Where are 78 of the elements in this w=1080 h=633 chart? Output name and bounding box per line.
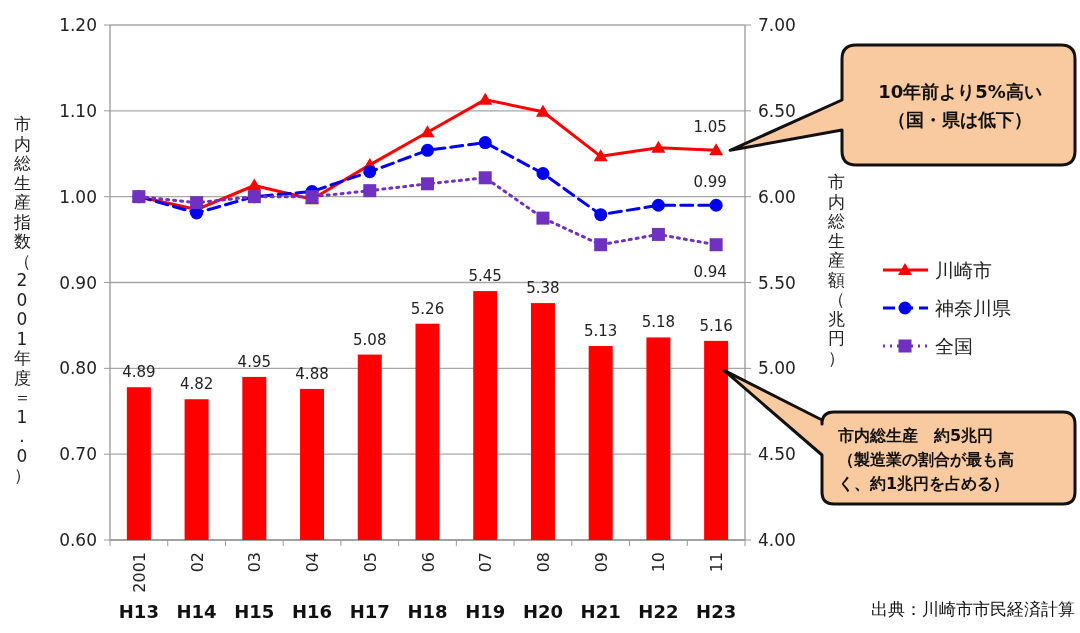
point (709, 238, 723, 252)
data-label: 1.05 (693, 118, 727, 137)
text: H15 (234, 601, 275, 622)
x-tick-label: 02 (187, 552, 207, 573)
y-tick-label: 1.00 (59, 186, 97, 207)
x-tick-label: 11 (707, 552, 727, 573)
x-tick-label: 09 (591, 552, 611, 573)
point (190, 196, 204, 210)
y2-tick-label: 7.00 (758, 15, 796, 35)
point (247, 178, 262, 191)
point (651, 227, 665, 241)
point (709, 143, 724, 156)
point (363, 165, 377, 179)
text: H14 (176, 601, 217, 622)
point (536, 211, 550, 225)
point (421, 143, 434, 157)
text: H13 (118, 601, 159, 622)
text: H18 (407, 601, 448, 622)
point (651, 198, 665, 212)
text: H23 (696, 601, 737, 622)
y-tick-label: 0.90 (59, 272, 97, 293)
data-label: 5.38 (526, 279, 560, 298)
text: H17 (349, 601, 390, 622)
y-tick-label: 0.60 (59, 530, 97, 550)
y2-tick-label: 6.50 (758, 100, 796, 121)
x-tick-label: 06 (418, 552, 438, 573)
y2-tick-label: 4.00 (758, 530, 796, 550)
source-note: 出典：川崎市市民経済計算 (871, 599, 1075, 619)
point (420, 125, 435, 138)
y2-tick-label: 5.50 (758, 272, 796, 293)
data-label: 5.08 (353, 330, 387, 349)
point (535, 104, 550, 117)
legend-label: 全国 (935, 335, 973, 357)
legend-label: 川崎市 (935, 259, 992, 281)
data-label: 4.89 (122, 363, 156, 382)
point (594, 208, 608, 222)
y-tick-label: 0.80 (59, 358, 97, 379)
data-label: 0.94 (693, 262, 727, 281)
y2-tick-label: 6.00 (758, 186, 796, 207)
data-label: 4.82 (179, 375, 214, 394)
text: H20 (522, 601, 564, 622)
point (594, 238, 608, 252)
y-axis-title: 市内総生産指数（2001年度＝1.0） (13, 114, 31, 485)
text: H19 (465, 601, 506, 622)
x-tick-label: 08 (533, 552, 553, 573)
point (363, 184, 377, 198)
data-label: 4.95 (237, 352, 272, 371)
data-label: 5.26 (410, 299, 445, 318)
point (478, 92, 493, 105)
y-tick-label: 1.10 (59, 100, 97, 121)
x-tick-label: 07 (476, 552, 496, 573)
y-tick-label: 1.20 (59, 15, 97, 35)
data-label: 5.18 (641, 313, 676, 332)
data-label: 0.99 (693, 173, 727, 192)
x-tick-label: 03 (245, 552, 265, 573)
y2-tick-label: 5.00 (758, 358, 796, 379)
point (478, 171, 492, 185)
y2-axis-title: 市内総生産額（兆円） (827, 172, 845, 368)
legend-label: 神奈川県 (935, 297, 1011, 319)
x-tick-label: 10 (649, 552, 669, 573)
point (478, 136, 492, 150)
data-label: 5.45 (468, 267, 502, 286)
point (593, 149, 608, 162)
y2-tick-label: 4.50 (758, 444, 796, 465)
text: H16 (291, 601, 333, 622)
point (651, 140, 666, 153)
y-tick-label: 0.70 (59, 444, 97, 465)
data-label: 5.13 (583, 322, 618, 341)
text: H21 (580, 601, 621, 622)
x-tick-label: 05 (360, 552, 380, 573)
point (709, 198, 723, 212)
data-label: 4.88 (295, 364, 329, 383)
x-tick-label: 2001 (129, 552, 149, 593)
point (536, 166, 550, 180)
text: H22 (638, 601, 679, 622)
point (421, 177, 434, 191)
x-tick-label: 04 (303, 552, 323, 573)
data-label: 5.16 (699, 316, 733, 335)
